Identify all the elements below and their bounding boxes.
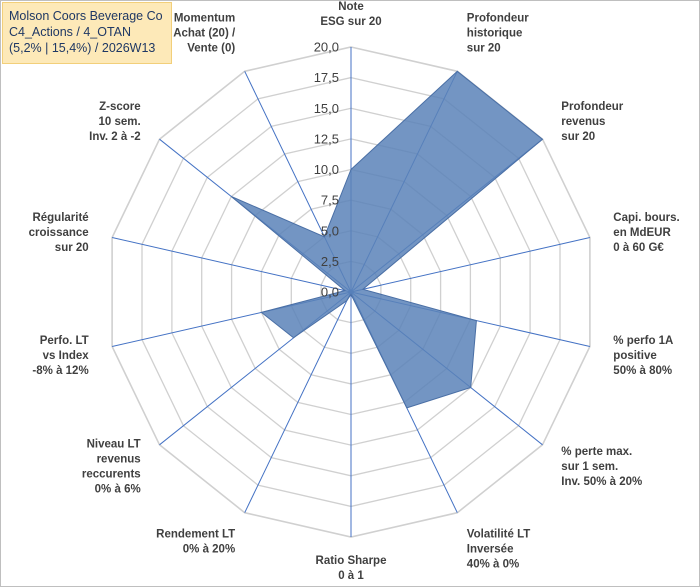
axis-label: Profondeur historique sur 20 [467,12,529,54]
axis-label-line: Inv. 50% à 20% [561,476,642,488]
series-area [230,70,544,409]
axis-label-line: sur 20 [467,42,501,54]
axis-label-line: Achat (20) / [173,27,236,39]
axis-label-line: 50% à 80% [613,365,672,377]
performance-week: (5,2% | 15,4%) / 2026W13 [9,41,156,55]
axis-label-line: ESG sur 20 [320,16,381,28]
axis-label: Profondeur revenus sur 20 [561,101,623,143]
radar-spoke [244,291,352,513]
axis-label: Rendement LT 0% à 20% [156,529,235,556]
axis-label: Volatilité LT Inversée 40% à 0% [467,529,530,571]
axis-label: Régularité croissance sur 20 [29,212,89,254]
axis-label-line: positive [613,350,656,362]
tick-label: 0,0 [321,285,339,300]
axis-label: Momentum Achat (20) / Vente (0) [173,12,236,54]
axis-label-line: croissance [29,227,89,239]
axis-label: Ratio Sharpe 0 à 1 [316,555,387,582]
portfolio-path: C4_Actions / 4_OTAN [9,25,132,39]
radar-series [230,70,544,409]
axis-label-line: Vente (0) [187,42,235,54]
tick-label: 15,0 [314,101,339,116]
axis-label: % perfo 1A positive 50% à 80% [613,335,673,377]
axis-label-line: Régularité [32,212,88,224]
axis-label: Z-score 10 sem. Inv. 2 à -2 [89,101,141,143]
axis-label-line: 0% à 6% [95,484,141,496]
axis-label-line: Ratio Sharpe [316,555,387,567]
axis-label: Capi. bours. en MdEUR 0 à 60 G€ [613,212,679,254]
radar-spoke [111,237,352,293]
axis-label: Note ESG sur 20 [320,1,381,28]
axis-label-line: Niveau LT [87,439,141,451]
axis-label-line: 0 à 60 G€ [613,242,664,254]
axis-label-line: reccurents [82,469,141,481]
axis-label-line: Profondeur [467,12,529,24]
axis-label-line: vs Index [43,350,90,362]
axis-label: Perfo. LT vs Index -8% à 12% [32,335,89,377]
axis-label-line: revenus [97,454,141,466]
axis-label-line: Momentum [174,12,235,24]
axis-label-line: 40% à 0% [467,559,519,571]
axis-label-line: Inv. 2 à -2 [89,131,141,143]
tick-label: 5,0 [321,223,339,238]
axis-label-line: revenus [561,116,605,128]
company-name: Molson Coors Beverage Co [9,9,163,23]
radar-tick-labels: 0,0 2,5 5,0 7,5 10,0 12,5 15,0 17,5 20,0 [314,40,339,300]
tick-label: 12,5 [314,131,339,146]
radar-axis-labels: Note ESG sur 20 Profondeur historique sur 20… [29,1,680,582]
radar-spoke [350,237,591,293]
tick-label: 17,5 [314,70,339,85]
axis-label-line: 10 sem. [98,116,140,128]
axis-label-line: % perfo 1A [613,335,673,347]
axis-label-line: Volatilité LT [467,529,530,541]
tick-label: 7,5 [321,193,339,208]
tick-label: 10,0 [314,162,339,177]
axis-label-line: sur 20 [561,131,595,143]
axis-label-line: historique [467,27,523,39]
axis-label-line: Note [338,1,364,13]
axis-label-line: 0% à 20% [183,544,235,556]
tick-label: 20,0 [314,40,339,55]
info-box: Molson Coors Beverage Co C4_Actions / 4_… [2,2,172,64]
axis-label-line: sur 1 sem. [561,461,618,473]
tick-label: 2,5 [321,254,339,269]
axis-label-line: sur 20 [55,242,89,254]
axis-label-line: Perfo. LT [40,335,89,347]
axis-label-line: Z-score [99,101,141,113]
axis-label-line: Inversée [467,544,514,556]
axis-label: Niveau LT revenus reccurents 0% à 6% [82,439,141,496]
axis-label: % perte max. sur 1 sem. Inv. 50% à 20% [561,446,642,488]
axis-label-line: Rendement LT [156,529,235,541]
axis-label-line: Profondeur [561,101,623,113]
axis-label-line: en MdEUR [613,227,671,239]
axis-label-line: 0 à 1 [338,570,364,582]
axis-label-line: -8% à 12% [32,365,88,377]
axis-label-line: Capi. bours. [613,212,679,224]
axis-label-line: % perte max. [561,446,632,458]
